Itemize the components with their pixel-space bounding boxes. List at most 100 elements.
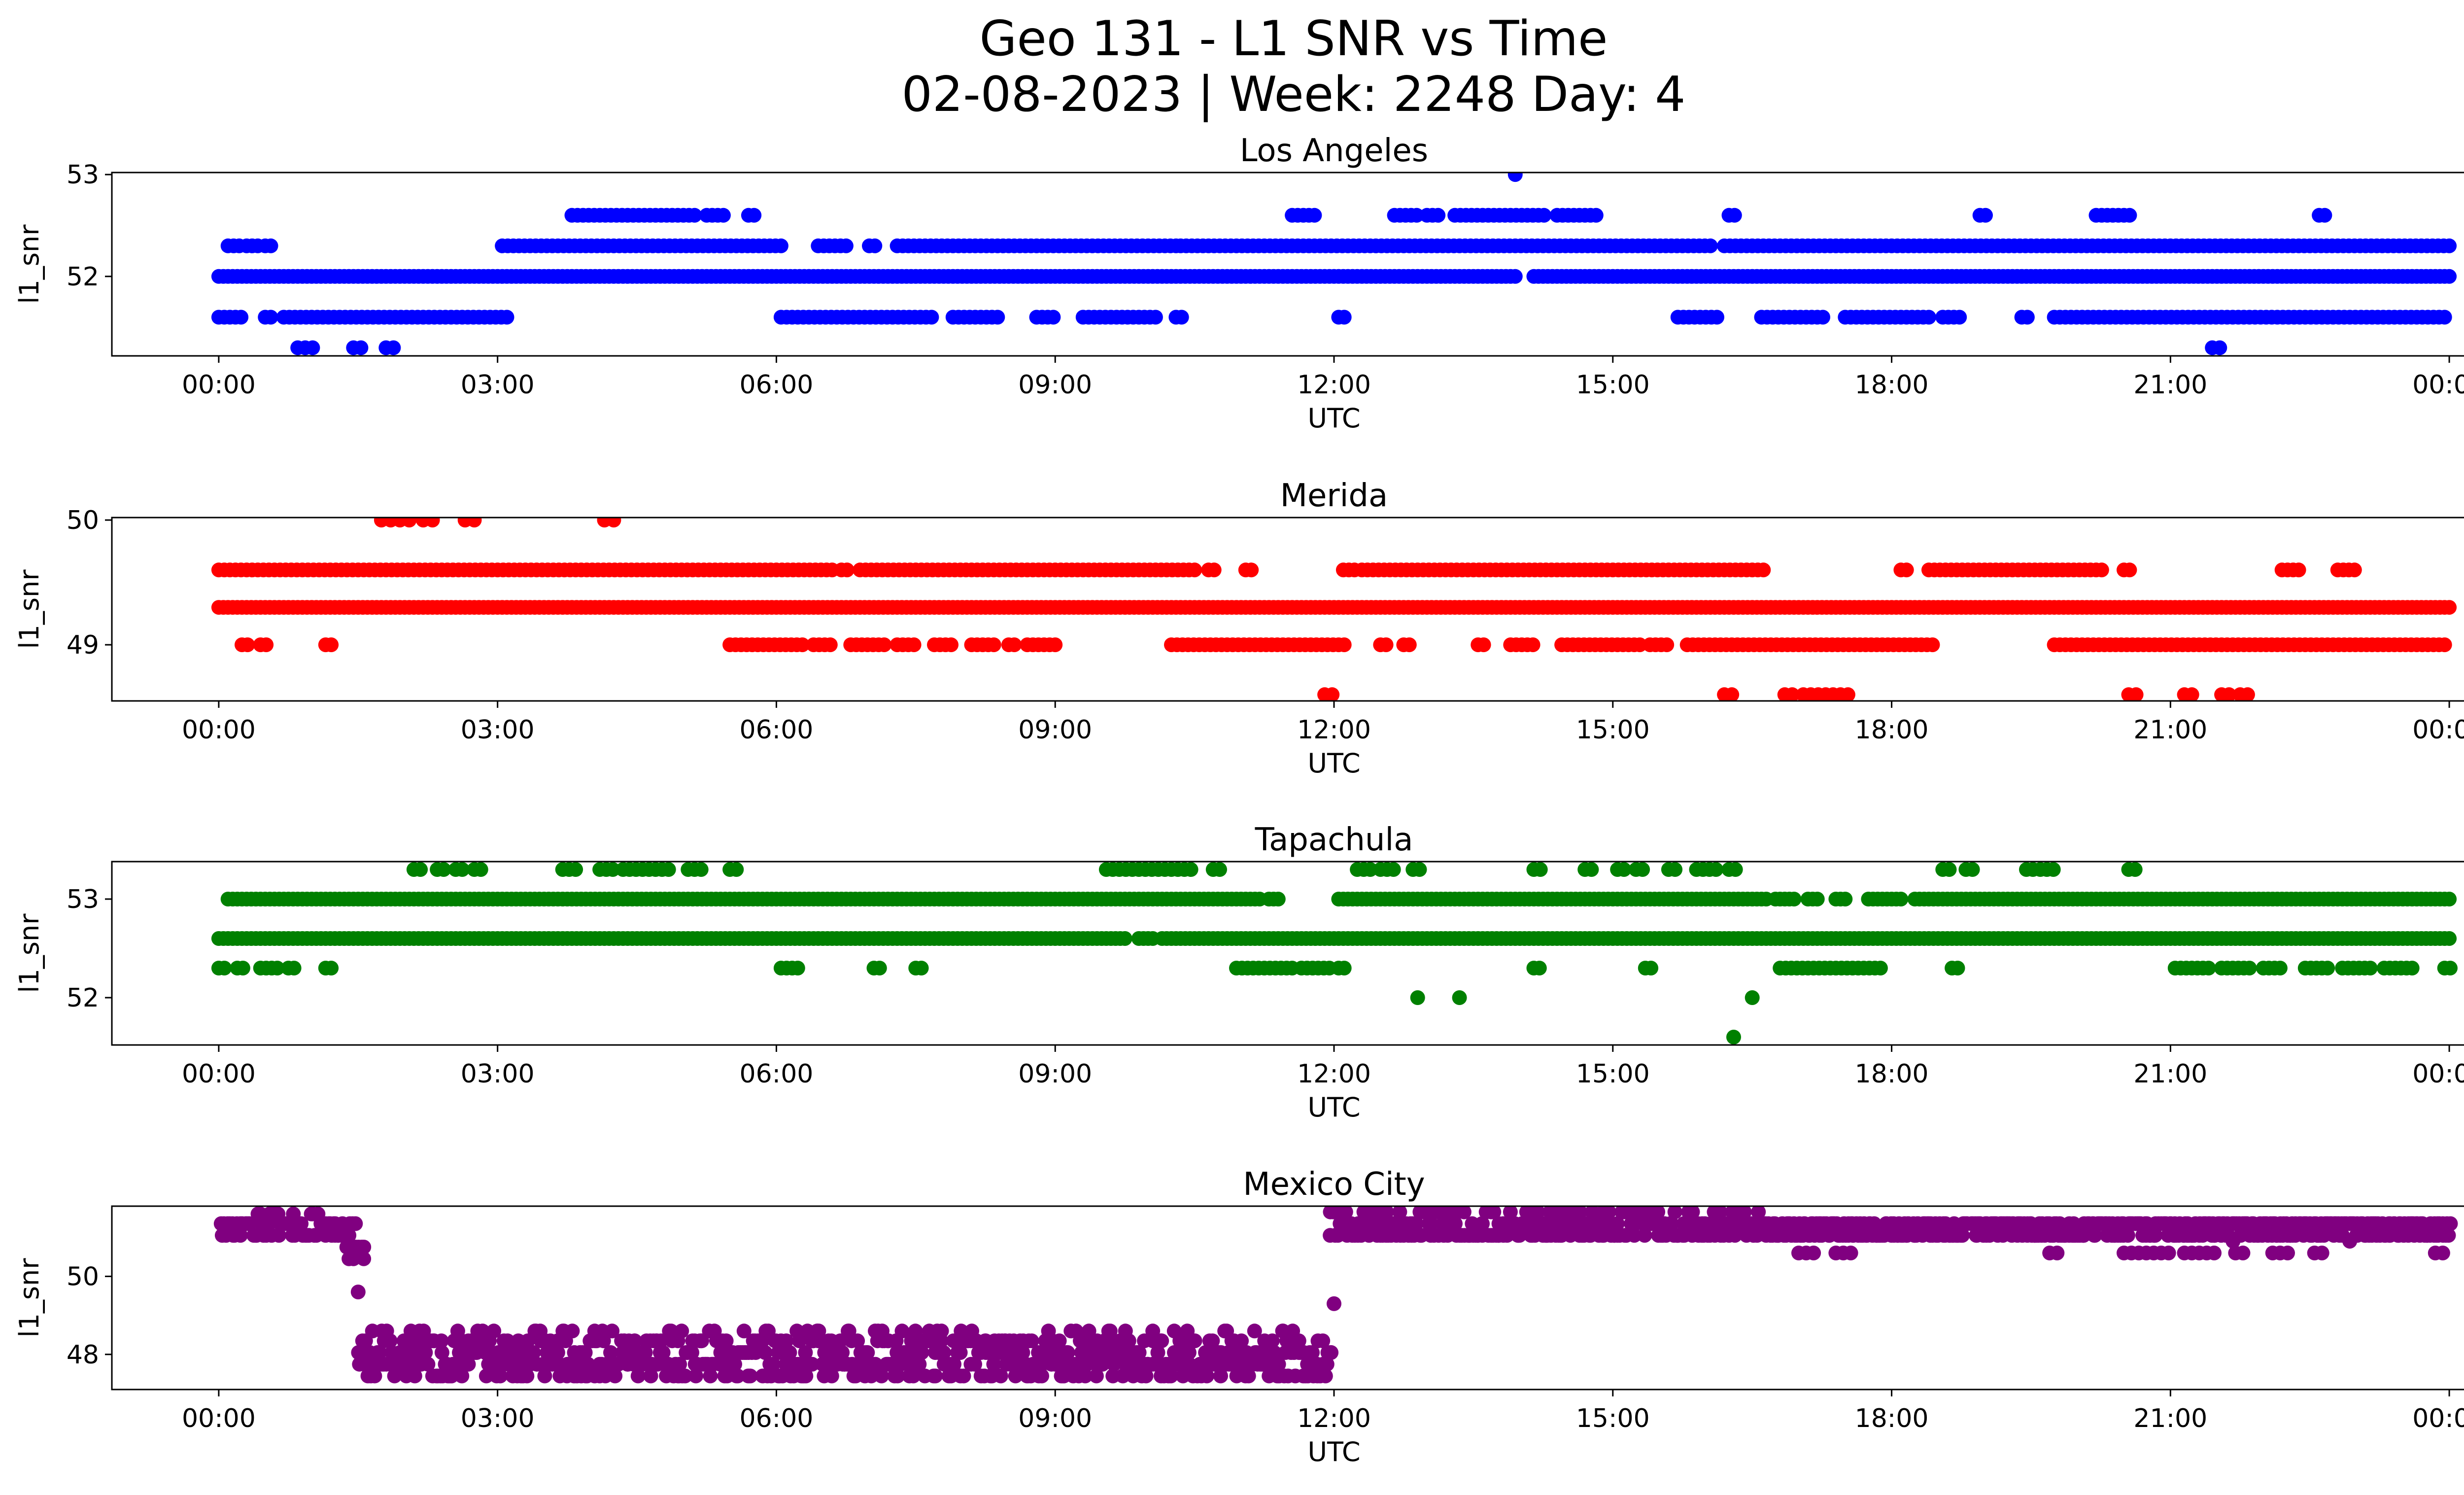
data-point (1609, 1216, 1625, 1231)
data-point (1131, 1345, 1147, 1360)
data-point (1015, 1345, 1030, 1360)
data-point (500, 1333, 515, 1349)
data-point (1756, 562, 1771, 578)
data-point (1402, 637, 1417, 653)
data-point (1843, 1246, 1858, 1260)
data-point (693, 862, 709, 877)
data-point (1751, 1206, 1766, 1219)
data-point (1475, 1216, 1490, 1231)
data-point (1810, 892, 1825, 906)
data-point (1452, 990, 1467, 1005)
data-point (1709, 862, 1724, 877)
data-point (1121, 1333, 1136, 1349)
data-point (1784, 687, 1800, 701)
y-tick-label: 48 (67, 1340, 99, 1370)
x-tick-label: 06:00 (740, 370, 814, 400)
data-point (526, 1345, 541, 1360)
data-point (606, 518, 621, 528)
data-point (867, 238, 883, 253)
data-point (993, 1368, 1008, 1384)
data-point (906, 637, 922, 653)
data-point (605, 862, 620, 877)
data-point (1710, 310, 1724, 325)
data-point (1925, 637, 1940, 653)
data-point (1046, 310, 1061, 325)
data-point (1327, 1296, 1341, 1311)
x-tick-label: 03:00 (461, 715, 535, 745)
data-point (1187, 1333, 1202, 1349)
data-point (550, 1345, 565, 1360)
data-point (1034, 1368, 1049, 1384)
data-point (838, 238, 854, 253)
data-point (1318, 1368, 1333, 1384)
data-point (1728, 862, 1743, 877)
data-point (455, 862, 470, 877)
data-point (1424, 1216, 1439, 1231)
data-point (1726, 1030, 1741, 1044)
data-point (425, 518, 440, 528)
data-point (259, 637, 274, 653)
data-point (235, 961, 250, 975)
data-point (2120, 1228, 2135, 1243)
x-tick-label: 21:00 (2133, 715, 2207, 745)
data-point (294, 1216, 309, 1231)
scatter-points (211, 173, 2457, 355)
data-point (773, 238, 788, 253)
data-point (2094, 562, 2109, 578)
data-point (2435, 1246, 2450, 1260)
data-point (1241, 1368, 1256, 1384)
x-tick-label: 09:00 (1018, 715, 1092, 745)
data-point (2314, 1246, 2329, 1260)
data-point (1955, 1228, 1970, 1243)
data-point (346, 1251, 361, 1266)
data-point (1392, 1206, 1407, 1219)
data-point (703, 1368, 718, 1384)
data-point (688, 1368, 704, 1384)
data-point (1363, 862, 1378, 877)
data-point (747, 208, 762, 223)
data-point (1059, 1345, 1074, 1360)
data-point (596, 1333, 611, 1349)
data-point (986, 637, 1001, 653)
data-point (638, 1345, 653, 1360)
data-point (2442, 600, 2457, 615)
x-tick-label: 03:00 (461, 370, 535, 400)
data-point (1213, 1368, 1228, 1384)
data-point (356, 1251, 372, 1266)
data-point (2437, 310, 2452, 325)
data-point (630, 1368, 646, 1384)
data-point (1338, 1206, 1353, 1219)
data-point (479, 1368, 494, 1384)
data-point (407, 1368, 422, 1384)
y-axis-label: l1_snr (14, 224, 45, 304)
data-point (1950, 961, 1965, 975)
x-tick-label: 12:00 (1297, 1059, 1371, 1089)
axes-frame (111, 172, 2464, 357)
data-point (1616, 862, 1632, 877)
data-point (2122, 208, 2137, 223)
data-point (581, 1356, 596, 1372)
data-point (1336, 637, 1352, 653)
data-point (1627, 1228, 1642, 1243)
data-point (2404, 961, 2420, 975)
data-point (1727, 208, 1742, 223)
x-tick-label: 06:00 (740, 1404, 814, 1433)
data-point (851, 1356, 866, 1372)
data-point (270, 961, 285, 975)
data-point (1117, 931, 1132, 946)
data-point (1048, 637, 1063, 653)
y-tick-label: 50 (67, 1262, 99, 1291)
data-point (1745, 990, 1760, 1005)
data-point (798, 1368, 814, 1384)
data-point (2437, 637, 2452, 653)
data-point (1712, 1206, 1728, 1219)
data-point (1507, 173, 1523, 182)
data-point (1573, 1206, 1588, 1219)
data-point (1838, 892, 1853, 906)
data-point (2291, 562, 2306, 578)
data-point (627, 1333, 642, 1349)
data-point (1212, 862, 1227, 877)
data-point (719, 1333, 734, 1349)
data-point (1291, 1333, 1306, 1349)
data-point (402, 518, 417, 528)
